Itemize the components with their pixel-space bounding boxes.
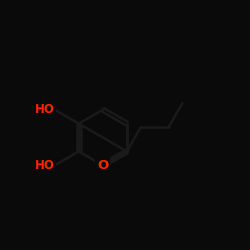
- Text: HO: HO: [35, 159, 55, 172]
- Text: HO: HO: [35, 103, 55, 116]
- Text: O: O: [97, 159, 108, 172]
